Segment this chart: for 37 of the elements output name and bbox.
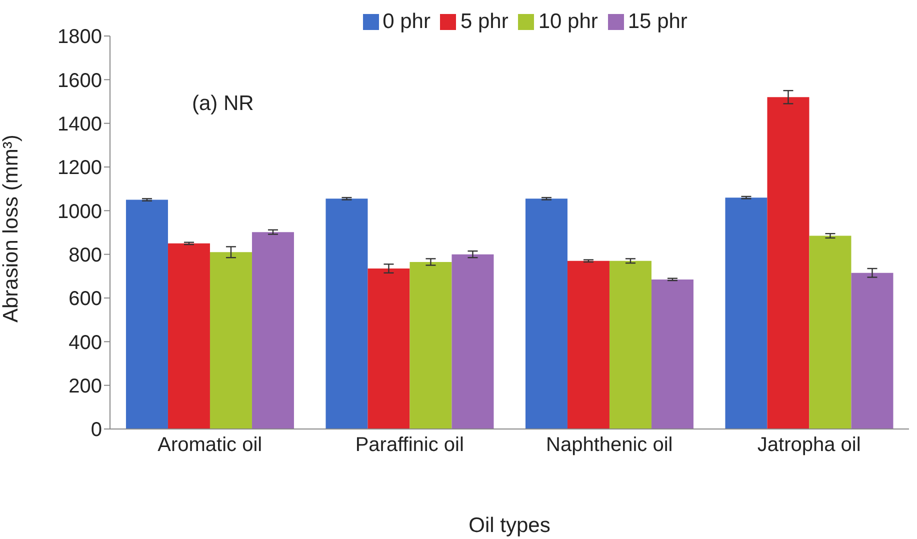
bar (368, 268, 410, 429)
bar (126, 200, 168, 429)
bar (168, 243, 210, 429)
bar (567, 260, 610, 429)
y-axis-title: Abrasion loss (mm³) (0, 134, 22, 322)
x-tick-label: Aromatic oil (158, 434, 262, 456)
bar (410, 262, 452, 429)
y-tick-label: 200 (68, 375, 102, 398)
x-tick-label: Paraffinic oil (355, 434, 464, 456)
y-tick-label: 1000 (58, 200, 102, 223)
legend-label: 10 phr (538, 10, 598, 33)
annotation: (a) NR (192, 92, 254, 116)
bar (326, 198, 368, 429)
y-tick-label: 0 (90, 419, 102, 442)
bar (210, 252, 252, 429)
bar (609, 260, 652, 429)
y-tick-label: 800 (68, 244, 102, 266)
x-axis-title: Oil types (468, 514, 550, 537)
legend-label: 5 phr (460, 10, 508, 33)
bar (725, 198, 768, 429)
legend-label: 0 phr (382, 10, 430, 33)
y-tick-label: 400 (68, 332, 102, 354)
bar (767, 97, 810, 429)
x-tick-label: Jatropha oil (757, 434, 861, 456)
legend-label: 15 phr (628, 10, 688, 33)
bar (252, 232, 294, 429)
bar (651, 279, 694, 429)
y-tick-label: 1400 (58, 113, 102, 136)
y-tick-label: 600 (68, 288, 102, 310)
y-tick-label: 1800 (58, 26, 102, 48)
y-tick-label: 1600 (58, 70, 102, 92)
bar (452, 254, 494, 429)
y-tick-label: 1200 (58, 157, 102, 180)
bar (809, 236, 852, 429)
bar (525, 198, 568, 429)
bar (851, 272, 894, 429)
x-tick-label: Naphthenic oil (546, 434, 673, 456)
